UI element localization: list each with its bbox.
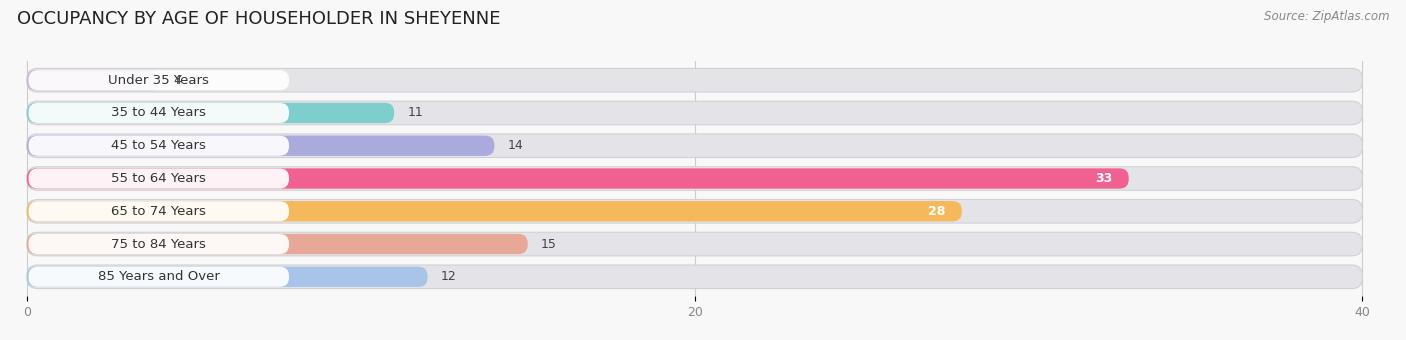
- FancyBboxPatch shape: [27, 201, 962, 221]
- Text: 33: 33: [1095, 172, 1112, 185]
- FancyBboxPatch shape: [27, 134, 1362, 157]
- FancyBboxPatch shape: [27, 232, 1362, 256]
- FancyBboxPatch shape: [28, 234, 290, 254]
- FancyBboxPatch shape: [28, 103, 290, 123]
- Text: 75 to 84 Years: 75 to 84 Years: [111, 238, 207, 251]
- FancyBboxPatch shape: [27, 265, 1362, 289]
- Text: Under 35 Years: Under 35 Years: [108, 74, 209, 87]
- FancyBboxPatch shape: [28, 70, 290, 90]
- Text: 65 to 74 Years: 65 to 74 Years: [111, 205, 207, 218]
- FancyBboxPatch shape: [27, 267, 427, 287]
- Text: Source: ZipAtlas.com: Source: ZipAtlas.com: [1264, 10, 1389, 23]
- Text: OCCUPANCY BY AGE OF HOUSEHOLDER IN SHEYENNE: OCCUPANCY BY AGE OF HOUSEHOLDER IN SHEYE…: [17, 10, 501, 28]
- Text: 15: 15: [541, 238, 557, 251]
- Text: 35 to 44 Years: 35 to 44 Years: [111, 106, 207, 119]
- Text: 4: 4: [174, 74, 181, 87]
- FancyBboxPatch shape: [27, 101, 1362, 125]
- Text: 11: 11: [408, 106, 423, 119]
- Text: 45 to 54 Years: 45 to 54 Years: [111, 139, 207, 152]
- FancyBboxPatch shape: [27, 167, 1362, 190]
- FancyBboxPatch shape: [28, 201, 290, 221]
- FancyBboxPatch shape: [28, 267, 290, 287]
- Text: 14: 14: [508, 139, 523, 152]
- FancyBboxPatch shape: [28, 169, 290, 188]
- Text: 55 to 64 Years: 55 to 64 Years: [111, 172, 207, 185]
- FancyBboxPatch shape: [27, 168, 1129, 189]
- Text: 28: 28: [928, 205, 945, 218]
- FancyBboxPatch shape: [27, 68, 1362, 92]
- FancyBboxPatch shape: [27, 200, 1362, 223]
- FancyBboxPatch shape: [27, 103, 394, 123]
- FancyBboxPatch shape: [27, 234, 527, 254]
- Text: 12: 12: [441, 270, 457, 283]
- FancyBboxPatch shape: [28, 136, 290, 156]
- Text: 85 Years and Over: 85 Years and Over: [98, 270, 219, 283]
- FancyBboxPatch shape: [27, 70, 160, 90]
- FancyBboxPatch shape: [27, 136, 495, 156]
